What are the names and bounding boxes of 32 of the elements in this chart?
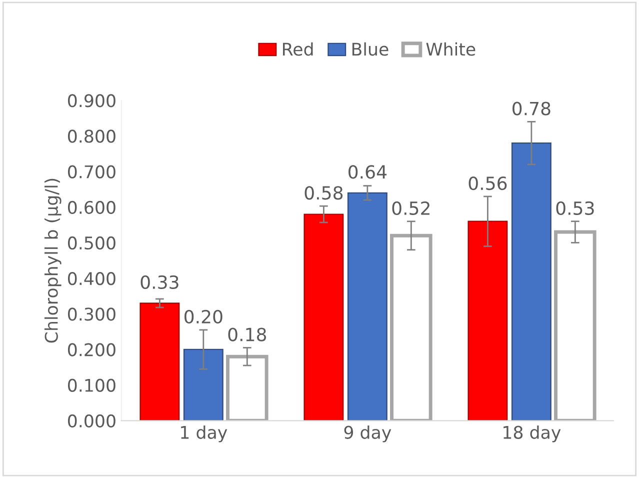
data-label: 0.58	[304, 186, 343, 200]
y-tick-label: 0.000	[68, 414, 116, 428]
data-label: 0.52	[392, 201, 430, 216]
x-tick-label: 18 day	[504, 426, 561, 442]
y-tick-label: 0.900	[68, 94, 116, 108]
x-tick-label: 1 day	[181, 426, 228, 442]
y-tick-label: 0.800	[68, 130, 116, 143]
data-label: 0.20	[184, 310, 222, 324]
y-tick-label: 0.100	[68, 378, 116, 392]
bar	[468, 220, 508, 421]
y-tick-label: 0.400	[68, 272, 116, 286]
data-label: 0.78	[512, 102, 550, 116]
legend-label: Blue	[352, 42, 388, 56]
x-tick-label: 9 day	[344, 426, 392, 442]
data-label: 0.56	[468, 176, 507, 190]
data-label: 0.53	[556, 201, 594, 216]
bar	[511, 142, 552, 421]
bar	[183, 348, 224, 421]
y-tick-label: 0.300	[68, 308, 116, 321]
bar	[140, 302, 180, 421]
data-label: 0.33	[140, 275, 178, 290]
data-label: 0.18	[228, 328, 266, 342]
legend-label: Red	[283, 42, 313, 56]
y-axis-title: Chlorophyll b (µg/l)	[44, 178, 62, 343]
bar	[347, 192, 388, 421]
data-label: 0.64	[348, 165, 387, 179]
legend-label: White	[426, 42, 476, 56]
y-tick-label: 0.700	[68, 165, 116, 178]
y-tick-label: 0.600	[68, 200, 116, 214]
y-tick-label: 0.500	[68, 236, 116, 250]
bar	[304, 214, 344, 421]
y-tick-label: 0.200	[68, 343, 116, 356]
